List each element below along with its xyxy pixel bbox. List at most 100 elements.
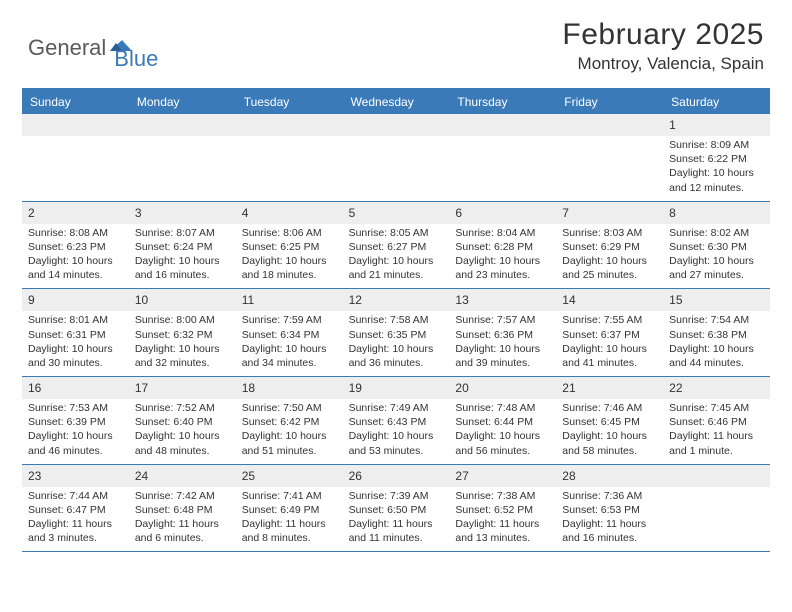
calendar-cell: 16Sunrise: 7:53 AMSunset: 6:39 PMDayligh… — [22, 377, 129, 464]
sunset-line: Sunset: 6:45 PM — [562, 415, 657, 429]
daynum-row — [129, 114, 236, 136]
day-number: 23 — [28, 469, 41, 483]
day-info: Sunrise: 8:03 AMSunset: 6:29 PMDaylight:… — [562, 226, 657, 283]
sunset-line: Sunset: 6:38 PM — [669, 328, 764, 342]
daylight-line: Daylight: 10 hours and 44 minutes. — [669, 342, 764, 370]
day-number: 2 — [28, 206, 35, 220]
day-info: Sunrise: 8:02 AMSunset: 6:30 PMDaylight:… — [669, 226, 764, 283]
daynum-row: 28 — [556, 465, 663, 487]
sunset-line: Sunset: 6:29 PM — [562, 240, 657, 254]
daylight-line: Daylight: 10 hours and 48 minutes. — [135, 429, 230, 457]
sunset-line: Sunset: 6:40 PM — [135, 415, 230, 429]
calendar-cell: 9Sunrise: 8:01 AMSunset: 6:31 PMDaylight… — [22, 289, 129, 376]
daynum-row: 17 — [129, 377, 236, 399]
sunset-line: Sunset: 6:39 PM — [28, 415, 123, 429]
daylight-line: Daylight: 11 hours and 1 minute. — [669, 429, 764, 457]
sunrise-line: Sunrise: 7:55 AM — [562, 313, 657, 327]
day-number: 20 — [455, 381, 468, 395]
calendar: SundayMondayTuesdayWednesdayThursdayFrid… — [22, 88, 770, 552]
month-title: February 2025 — [562, 18, 764, 52]
day-number: 18 — [242, 381, 255, 395]
calendar-cell: 25 Sunrise: 7:41 AMSunset: 6:49 PMDayligh… — [236, 465, 343, 552]
day-number — [455, 118, 458, 132]
day-number — [242, 118, 245, 132]
sunset-line: Sunset: 6:23 PM — [28, 240, 123, 254]
daynum-row: 15 — [663, 289, 770, 311]
sunrise-line: Sunrise: 7:45 AM — [669, 401, 764, 415]
dayname: Tuesday — [236, 90, 343, 114]
day-number: 26 — [349, 469, 362, 483]
sunset-line: Sunset: 6:50 PM — [349, 503, 444, 517]
dayname: Sunday — [22, 90, 129, 114]
calendar-cell: 8 Sunrise: 8:02 AMSunset: 6:30 PMDaylight… — [663, 202, 770, 289]
day-number — [349, 118, 352, 132]
sunrise-line: Sunrise: 8:06 AM — [242, 226, 337, 240]
day-number: 24 — [135, 469, 148, 483]
calendar-cell: 3Sunrise: 8:07 AMSunset: 6:24 PMDaylight… — [129, 202, 236, 289]
calendar-cell — [22, 114, 129, 201]
sunset-line: Sunset: 6:37 PM — [562, 328, 657, 342]
day-number: 10 — [135, 293, 148, 307]
sunrise-line: Sunrise: 7:52 AM — [135, 401, 230, 415]
calendar-cell: 14Sunrise: 7:55 AMSunset: 6:37 PMDayligh… — [556, 289, 663, 376]
sunset-line: Sunset: 6:52 PM — [455, 503, 550, 517]
daynum-row: 25 — [236, 465, 343, 487]
sunrise-line: Sunrise: 7:50 AM — [242, 401, 337, 415]
daynum-row: 26 — [343, 465, 450, 487]
calendar-cell — [663, 465, 770, 552]
daynum-row — [236, 114, 343, 136]
day-number: 8 — [669, 206, 676, 220]
calendar-cell: 5Sunrise: 8:05 AMSunset: 6:27 PMDaylight… — [343, 202, 450, 289]
title-block: February 2025 Montroy, Valencia, Spain — [562, 18, 764, 74]
day-number: 14 — [562, 293, 575, 307]
sunrise-line: Sunrise: 7:46 AM — [562, 401, 657, 415]
day-number: 6 — [455, 206, 462, 220]
sunset-line: Sunset: 6:24 PM — [135, 240, 230, 254]
sunset-line: Sunset: 6:22 PM — [669, 152, 764, 166]
day-info: Sunrise: 7:38 AMSunset: 6:52 PMDaylight:… — [455, 489, 550, 546]
daylight-line: Daylight: 10 hours and 30 minutes. — [28, 342, 123, 370]
sunrise-line: Sunrise: 7:54 AM — [669, 313, 764, 327]
sunrise-line: Sunrise: 7:53 AM — [28, 401, 123, 415]
daynum-row: 20 — [449, 377, 556, 399]
day-info: Sunrise: 7:48 AMSunset: 6:44 PMDaylight:… — [455, 401, 550, 458]
daynum-row: 4 — [236, 202, 343, 224]
sunset-line: Sunset: 6:35 PM — [349, 328, 444, 342]
calendar-cell — [236, 114, 343, 201]
daylight-line: Daylight: 11 hours and 16 minutes. — [562, 517, 657, 545]
day-info: Sunrise: 8:09 AMSunset: 6:22 PMDaylight:… — [669, 138, 764, 195]
day-info: Sunrise: 8:01 AMSunset: 6:31 PMDaylight:… — [28, 313, 123, 370]
calendar-cell: 28Sunrise: 7:36 AMSunset: 6:53 PMDayligh… — [556, 465, 663, 552]
sunset-line: Sunset: 6:34 PM — [242, 328, 337, 342]
sunset-line: Sunset: 6:49 PM — [242, 503, 337, 517]
day-number: 25 — [242, 469, 255, 483]
sunset-line: Sunset: 6:25 PM — [242, 240, 337, 254]
daynum-row — [343, 114, 450, 136]
day-info: Sunrise: 7:41 AMSunset: 6:49 PMDaylight:… — [242, 489, 337, 546]
calendar-cell: 21Sunrise: 7:46 AMSunset: 6:45 PMDayligh… — [556, 377, 663, 464]
day-number: 22 — [669, 381, 682, 395]
day-number: 7 — [562, 206, 569, 220]
day-number: 12 — [349, 293, 362, 307]
day-number — [135, 118, 138, 132]
calendar-cell: 17 Sunrise: 7:52 AMSunset: 6:40 PMDayligh… — [129, 377, 236, 464]
calendar-cell — [129, 114, 236, 201]
daylight-line: Daylight: 10 hours and 21 minutes. — [349, 254, 444, 282]
day-number: 4 — [242, 206, 249, 220]
day-info: Sunrise: 8:07 AMSunset: 6:24 PMDaylight:… — [135, 226, 230, 283]
sunrise-line: Sunrise: 8:08 AM — [28, 226, 123, 240]
day-info: Sunrise: 8:00 AMSunset: 6:32 PMDaylight:… — [135, 313, 230, 370]
sunrise-line: Sunrise: 8:09 AM — [669, 138, 764, 152]
day-info: Sunrise: 8:06 AMSunset: 6:25 PMDaylight:… — [242, 226, 337, 283]
calendar-cell — [343, 114, 450, 201]
sunset-line: Sunset: 6:32 PM — [135, 328, 230, 342]
sunset-line: Sunset: 6:42 PM — [242, 415, 337, 429]
day-info: Sunrise: 8:05 AMSunset: 6:27 PMDaylight:… — [349, 226, 444, 283]
day-info: Sunrise: 7:49 AMSunset: 6:43 PMDaylight:… — [349, 401, 444, 458]
day-number: 15 — [669, 293, 682, 307]
daynum-row: 10 — [129, 289, 236, 311]
daynum-row: 13 — [449, 289, 556, 311]
daynum-row: 27 — [449, 465, 556, 487]
sunrise-line: Sunrise: 7:42 AM — [135, 489, 230, 503]
day-info: Sunrise: 7:42 AMSunset: 6:48 PMDaylight:… — [135, 489, 230, 546]
